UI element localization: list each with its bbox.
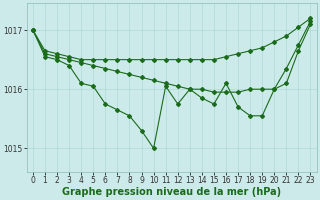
X-axis label: Graphe pression niveau de la mer (hPa): Graphe pression niveau de la mer (hPa)	[62, 187, 281, 197]
